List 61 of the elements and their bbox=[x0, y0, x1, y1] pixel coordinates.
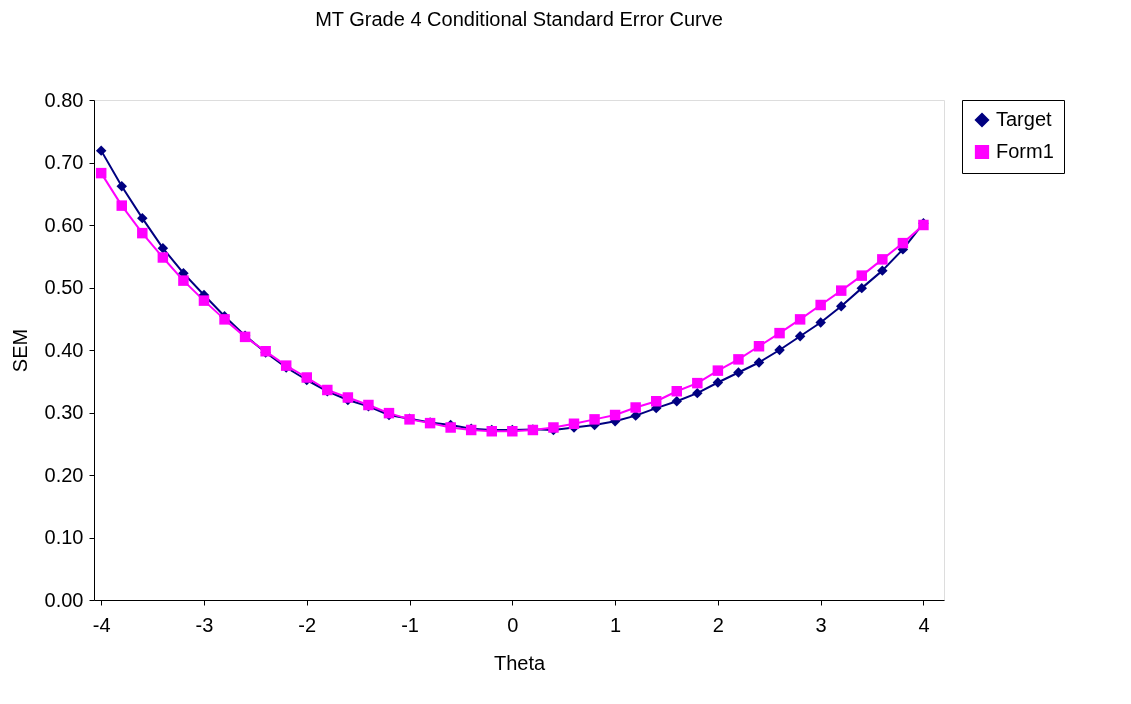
y-tick-label: 0.00 bbox=[44, 588, 84, 611]
point bbox=[116, 200, 127, 211]
point bbox=[609, 409, 621, 421]
x-tick-label: -1 bbox=[401, 613, 419, 636]
point bbox=[753, 341, 765, 352]
x-tick-label: -2 bbox=[298, 613, 317, 636]
point bbox=[198, 295, 210, 306]
point bbox=[650, 396, 662, 407]
point bbox=[856, 270, 868, 281]
legend-label: Target bbox=[996, 108, 1053, 130]
x-tick-label: 4 bbox=[918, 613, 930, 636]
point bbox=[692, 377, 703, 389]
legend-label: Form1 bbox=[996, 140, 1054, 162]
y-tick-label: 0.80 bbox=[44, 88, 84, 111]
y-tick-label: 0.10 bbox=[44, 526, 84, 548]
point bbox=[877, 254, 888, 265]
point bbox=[95, 145, 107, 156]
y-tick-label: 0.40 bbox=[44, 338, 84, 361]
point bbox=[157, 252, 169, 263]
point bbox=[712, 365, 724, 376]
y-tick-label: 0.30 bbox=[44, 401, 84, 423]
point bbox=[897, 237, 909, 249]
x-tick-label: 0 bbox=[507, 613, 519, 636]
point bbox=[137, 212, 148, 224]
point bbox=[733, 354, 744, 365]
point bbox=[794, 314, 806, 325]
point bbox=[178, 275, 189, 286]
x-tick-label: 2 bbox=[712, 613, 724, 636]
point bbox=[856, 282, 868, 294]
point bbox=[877, 265, 888, 276]
x-tick-label: 3 bbox=[815, 613, 827, 636]
point bbox=[692, 387, 703, 399]
point bbox=[835, 285, 847, 296]
point bbox=[95, 167, 107, 179]
y-tick-label: 0.50 bbox=[44, 276, 84, 298]
point bbox=[774, 327, 785, 339]
point bbox=[815, 299, 826, 311]
point bbox=[815, 317, 826, 328]
point bbox=[116, 181, 127, 192]
point bbox=[157, 242, 169, 254]
point bbox=[671, 386, 683, 397]
x-tick-label: -3 bbox=[195, 613, 214, 636]
point bbox=[835, 301, 847, 312]
point bbox=[774, 344, 785, 356]
y-tick-label: 0.20 bbox=[44, 463, 84, 486]
x-tick-label: -4 bbox=[92, 613, 111, 636]
point bbox=[753, 357, 765, 368]
x-tick-label: 1 bbox=[610, 613, 622, 636]
point bbox=[733, 367, 744, 378]
point bbox=[630, 402, 641, 413]
y-tick-label: 0.60 bbox=[44, 213, 84, 236]
x-axis-title: Theta bbox=[493, 651, 546, 674]
point bbox=[568, 418, 580, 429]
y-axis-title: SEM bbox=[8, 328, 31, 373]
chart-title: MT Grade 4 Conditional Standard Error Curve bbox=[315, 8, 723, 30]
point bbox=[589, 414, 600, 425]
point bbox=[794, 331, 806, 342]
point bbox=[671, 396, 683, 407]
point bbox=[712, 377, 724, 388]
point bbox=[137, 227, 148, 239]
y-tick-label: 0.70 bbox=[44, 151, 84, 173]
